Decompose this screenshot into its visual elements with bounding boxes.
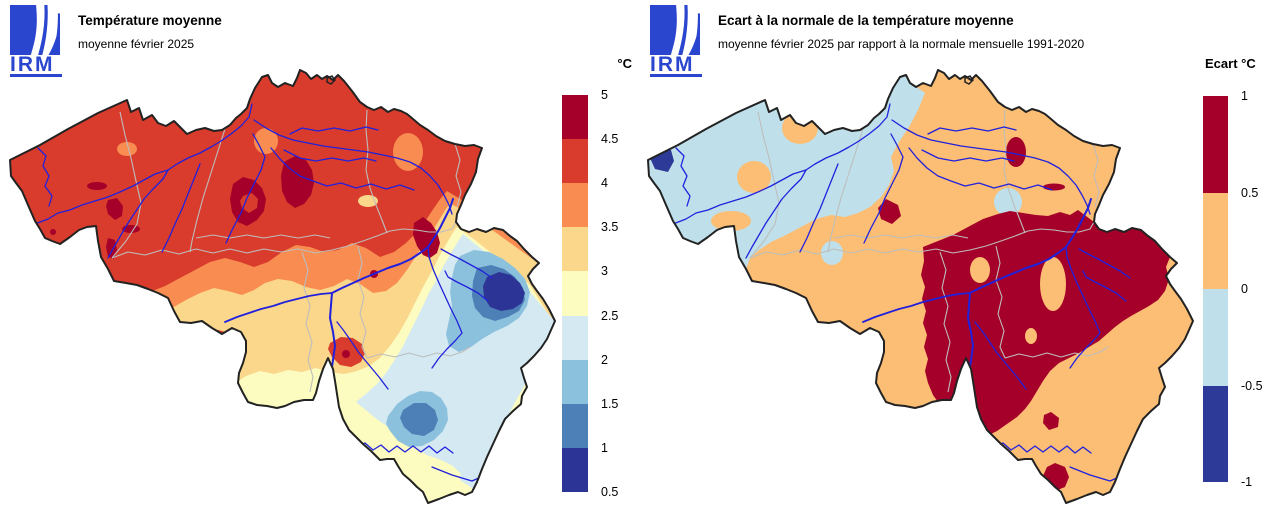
- irm-logo-icon: [10, 5, 60, 55]
- anom-legend-colorbar: 1 0.5 0 -0.5 -1: [1203, 89, 1263, 489]
- colorbar-tick-label: 3.5: [601, 220, 619, 235]
- irm-logo-icon: [650, 5, 700, 55]
- colorbar-tick-label: 0: [1241, 282, 1248, 296]
- colorbar-segment: [1203, 192, 1228, 289]
- temperature-map: [9, 69, 556, 504]
- colorbar-tick-label: -0.5: [1241, 378, 1263, 393]
- colorbar-tick-label: 2.5: [601, 308, 619, 323]
- colorbar-tick-label: 5: [601, 88, 608, 102]
- colorbar-tick-label: 4: [601, 176, 608, 191]
- temp-field-regions: [50, 128, 555, 503]
- anomaly-map: [647, 69, 1194, 504]
- colorbar-segment: [562, 227, 588, 272]
- right-map-subtitle: moyenne février 2025 par rapport à la no…: [718, 37, 1085, 51]
- irm-logo-rule: [650, 74, 702, 77]
- colorbar-tick-label: 1.5: [601, 396, 619, 411]
- right-map-title: Ecart à la normale de la température moy…: [718, 13, 1014, 28]
- colorbar-tick-label: -1: [1241, 475, 1253, 489]
- temp-legend-colorbar: 5 4.5 4 3.5 3 2.5 2 1.5 1 0.5: [562, 88, 618, 499]
- colorbar-segment: [562, 359, 588, 404]
- colorbar-segment: [562, 95, 588, 140]
- colorbar-tick-label: 3: [601, 264, 608, 279]
- colorbar-segment: [1203, 289, 1228, 386]
- colorbar-tick-label: 0.5: [601, 485, 619, 499]
- colorbar-tick-label: 4.5: [601, 132, 619, 147]
- colorbar-segment: [562, 139, 588, 184]
- colorbar-segment: [562, 447, 588, 492]
- irm-logo-text: IRM: [10, 53, 55, 76]
- colorbar-segment: [1203, 96, 1228, 193]
- left-map-subtitle: moyenne février 2025: [78, 37, 195, 51]
- irm-logo-rule: [10, 74, 62, 77]
- temp-legend-title: °C: [617, 56, 632, 71]
- irm-logo-text: IRM: [650, 53, 695, 76]
- colorbar-segment: [562, 315, 588, 360]
- colorbar-segment: [562, 183, 588, 228]
- colorbar-tick-label: 1: [1241, 89, 1248, 103]
- anom-legend-title: Ecart °C: [1205, 56, 1256, 71]
- left-map-title: Température moyenne: [78, 13, 222, 28]
- colorbar-tick-label: 1: [601, 440, 608, 455]
- irm-logo-right: IRM: [650, 5, 710, 77]
- colorbar-segment: [1203, 385, 1228, 482]
- colorbar-segment: [562, 271, 588, 316]
- colorbar-tick-label: 2: [601, 352, 608, 367]
- colorbar-tick-label: 0.5: [1241, 185, 1259, 200]
- colorbar-segment: [562, 403, 588, 448]
- irm-logo-left: IRM: [10, 5, 70, 77]
